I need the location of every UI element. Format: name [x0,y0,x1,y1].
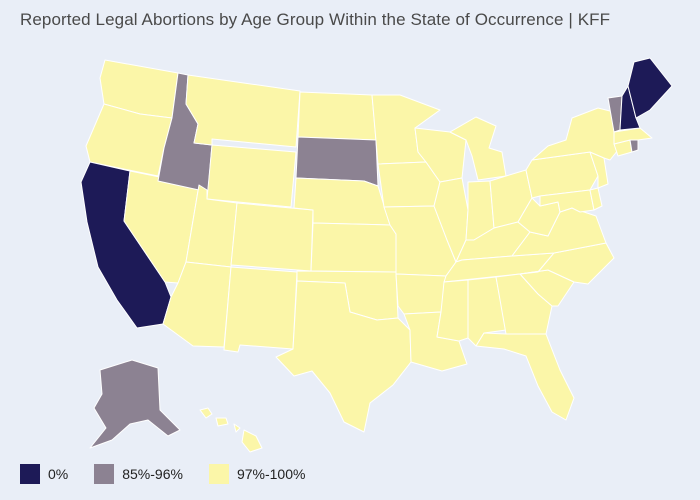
legend-label-85-96: 85%-96% [122,466,183,482]
state-kansas[interactable] [310,222,397,273]
legend-item-97-100: 97%-100% [208,464,306,484]
state-alaska[interactable] [89,359,181,449]
state-delaware[interactable] [589,187,603,211]
legend-swatch-0 [20,464,40,484]
state-montana[interactable] [185,74,301,148]
state-florida[interactable] [475,332,575,421]
state-rhode-island[interactable] [629,139,639,153]
map-legend: 0% 85%-96% 97%-100% [20,462,305,486]
legend-swatch-85-96 [94,464,115,484]
state-new-york[interactable] [531,107,619,161]
state-new-mexico[interactable] [223,266,298,353]
legend-item-0: 0% [20,464,68,484]
state-arkansas[interactable] [395,273,447,315]
state-new-hampshire[interactable] [619,85,641,131]
state-michigan[interactable] [449,116,507,181]
legend-item-85-96: 85%-96% [94,464,183,484]
state-texas[interactable] [275,280,412,433]
state-hawaii[interactable] [199,407,263,453]
legend-label-97-100: 97%-100% [236,466,306,482]
state-colorado[interactable] [230,202,314,272]
map-title: Reported Legal Abortions by Age Group Wi… [20,10,611,29]
state-maine[interactable] [627,57,673,119]
state-wyoming[interactable] [206,144,297,208]
legend-swatch-97-100 [208,464,229,484]
state-north-dakota[interactable] [297,91,377,141]
legend-label-0: 0% [48,466,69,482]
